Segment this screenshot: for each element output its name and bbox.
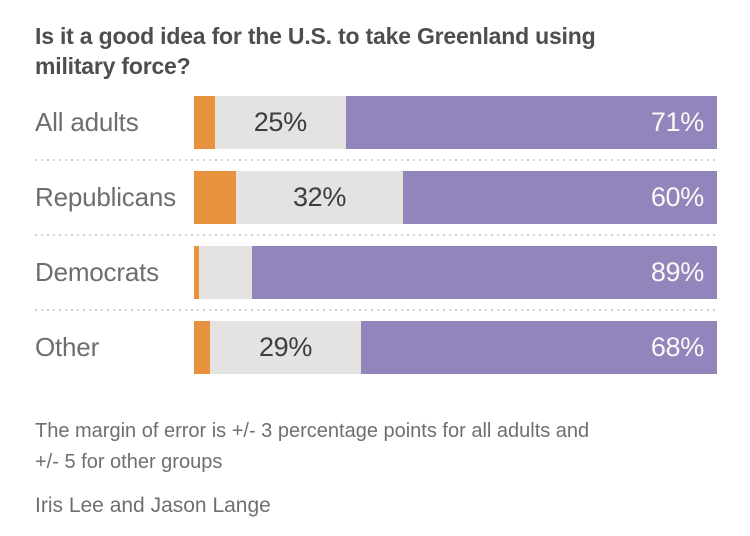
gray-segment: 29% — [209, 320, 362, 374]
bar-value-label: 89% — [650, 256, 704, 287]
gray-segment: 32% — [235, 170, 404, 224]
gray-segment — [199, 245, 252, 299]
stacked-bar: 32% 60% — [194, 170, 717, 224]
bar-value-label: 32% — [292, 181, 347, 212]
category-label: Democrats — [35, 256, 159, 287]
orange-segment — [194, 320, 210, 374]
chart-title-line-1: Is it a good idea for the U.S. to take G… — [35, 23, 596, 49]
category-label: Republicans — [35, 181, 176, 212]
footnote-line-1: The margin of error is +/- 3 percentage … — [35, 419, 590, 442]
chart-row-republicans: Republicans 32% 60% — [35, 170, 717, 224]
category-label: Other — [35, 331, 100, 362]
chart-row-democrats: Democrats 89% — [35, 245, 717, 299]
bar-chart: All adults 25% 71% Republicans 32% 60% Democra… — [35, 95, 717, 374]
chart-title-line-2: military force? — [35, 52, 191, 79]
purple-segment: 71% — [345, 95, 717, 149]
purple-segment: 60% — [403, 170, 717, 224]
stacked-bar: 29% 68% — [194, 320, 717, 374]
chart-title: Is it a good idea for the U.S. to take G… — [35, 22, 717, 82]
bar-value-label: 25% — [253, 106, 307, 137]
bar-value-label: 71% — [650, 106, 704, 137]
row-divider — [35, 158, 717, 161]
purple-segment: 68% — [361, 320, 717, 374]
chart-row-all-adults: All adults 25% 71% — [35, 95, 717, 149]
orange-segment — [194, 170, 236, 224]
gray-segment: 25% — [214, 95, 346, 149]
byline: Iris Lee and Jason Lange — [35, 493, 271, 517]
margin-of-error-footnote: The margin of error is +/- 3 percentage … — [35, 416, 717, 478]
orange-segment — [194, 245, 200, 299]
purple-segment: 89% — [251, 245, 717, 299]
orange-segment — [194, 95, 215, 149]
stacked-bar: 25% 71% — [194, 95, 717, 149]
footnote-line-2: +/- 5 for other groups — [35, 450, 223, 473]
bar-value-label: 68% — [650, 331, 704, 362]
row-divider — [35, 308, 717, 311]
chart-row-other: Other 29% 68% — [35, 320, 717, 374]
bar-value-label: 60% — [650, 181, 704, 212]
row-divider — [35, 233, 717, 236]
stacked-bar: 89% — [194, 245, 717, 299]
bar-value-label: 29% — [258, 331, 313, 362]
category-label: All adults — [35, 106, 139, 137]
